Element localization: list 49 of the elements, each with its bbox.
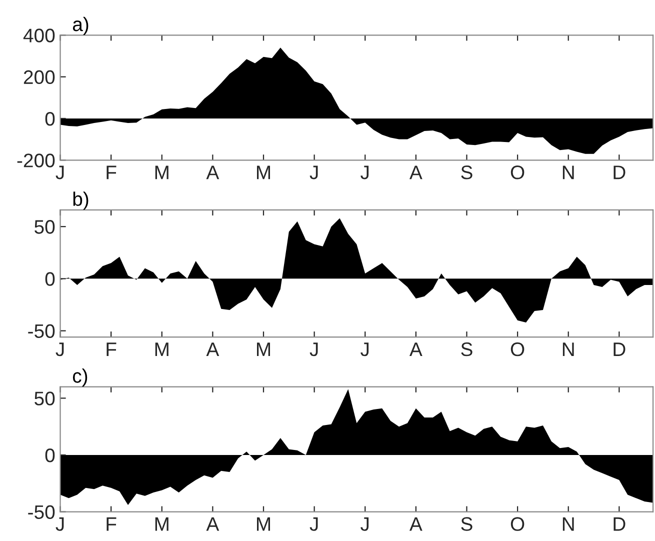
x-tick-label: J xyxy=(56,342,64,356)
x-tick-label: O xyxy=(510,517,524,531)
x-tick-label: O xyxy=(510,166,524,180)
x-tick-label: M xyxy=(256,342,270,356)
x-tick-label: F xyxy=(106,166,116,180)
y-tick-label: 0 xyxy=(45,448,55,462)
x-tick-label: S xyxy=(461,342,472,356)
x-tick-label: D xyxy=(614,342,626,356)
x-tick-label: A xyxy=(206,166,220,180)
y-tick-label: 50 xyxy=(34,220,55,234)
chart-title: a) xyxy=(72,16,88,36)
x-tick-label: S xyxy=(461,517,472,531)
x-tick-label: A xyxy=(409,342,422,356)
y-tick-label: 50 xyxy=(34,392,55,406)
x-tick-label: J xyxy=(360,342,369,356)
x-tick-label: M xyxy=(256,517,270,531)
x-tick-label: D xyxy=(614,166,626,180)
x-tick-label: S xyxy=(461,166,472,180)
y-tick-label: 0 xyxy=(45,272,55,286)
y-tick-label: 200 xyxy=(24,70,55,84)
y-tick-label: 0 xyxy=(45,112,55,126)
x-tick-label: N xyxy=(562,517,574,531)
x-tick-label: A xyxy=(206,342,220,356)
x-tick-label: A xyxy=(409,517,422,531)
y-tick-label: -50 xyxy=(28,324,55,338)
y-tick-label: 400 xyxy=(23,28,55,42)
x-tick-label: N xyxy=(562,342,574,356)
x-tick-label: D xyxy=(614,517,626,531)
x-tick-label: F xyxy=(106,517,116,531)
x-tick-label: J xyxy=(310,342,318,356)
x-tick-label: J xyxy=(56,517,64,531)
x-tick-label: A xyxy=(409,166,422,180)
x-tick-label: A xyxy=(206,517,220,531)
x-tick-label: J xyxy=(56,166,64,180)
y-tick-label: -50 xyxy=(28,505,55,520)
chart-title: c) xyxy=(72,368,88,387)
chart-title: b) xyxy=(73,192,88,210)
x-tick-label: M xyxy=(155,517,168,531)
x-tick-label: N xyxy=(562,166,574,180)
x-tick-label: M xyxy=(155,166,168,180)
x-tick-label: J xyxy=(310,166,318,180)
x-tick-label: J xyxy=(360,517,369,531)
x-tick-label: M xyxy=(256,166,270,180)
x-tick-label: J xyxy=(310,517,318,531)
x-tick-label: F xyxy=(106,342,116,356)
x-tick-label: O xyxy=(510,342,524,356)
x-tick-label: J xyxy=(360,166,369,180)
x-tick-label: M xyxy=(155,342,168,356)
y-tick-label: -200 xyxy=(17,154,55,168)
